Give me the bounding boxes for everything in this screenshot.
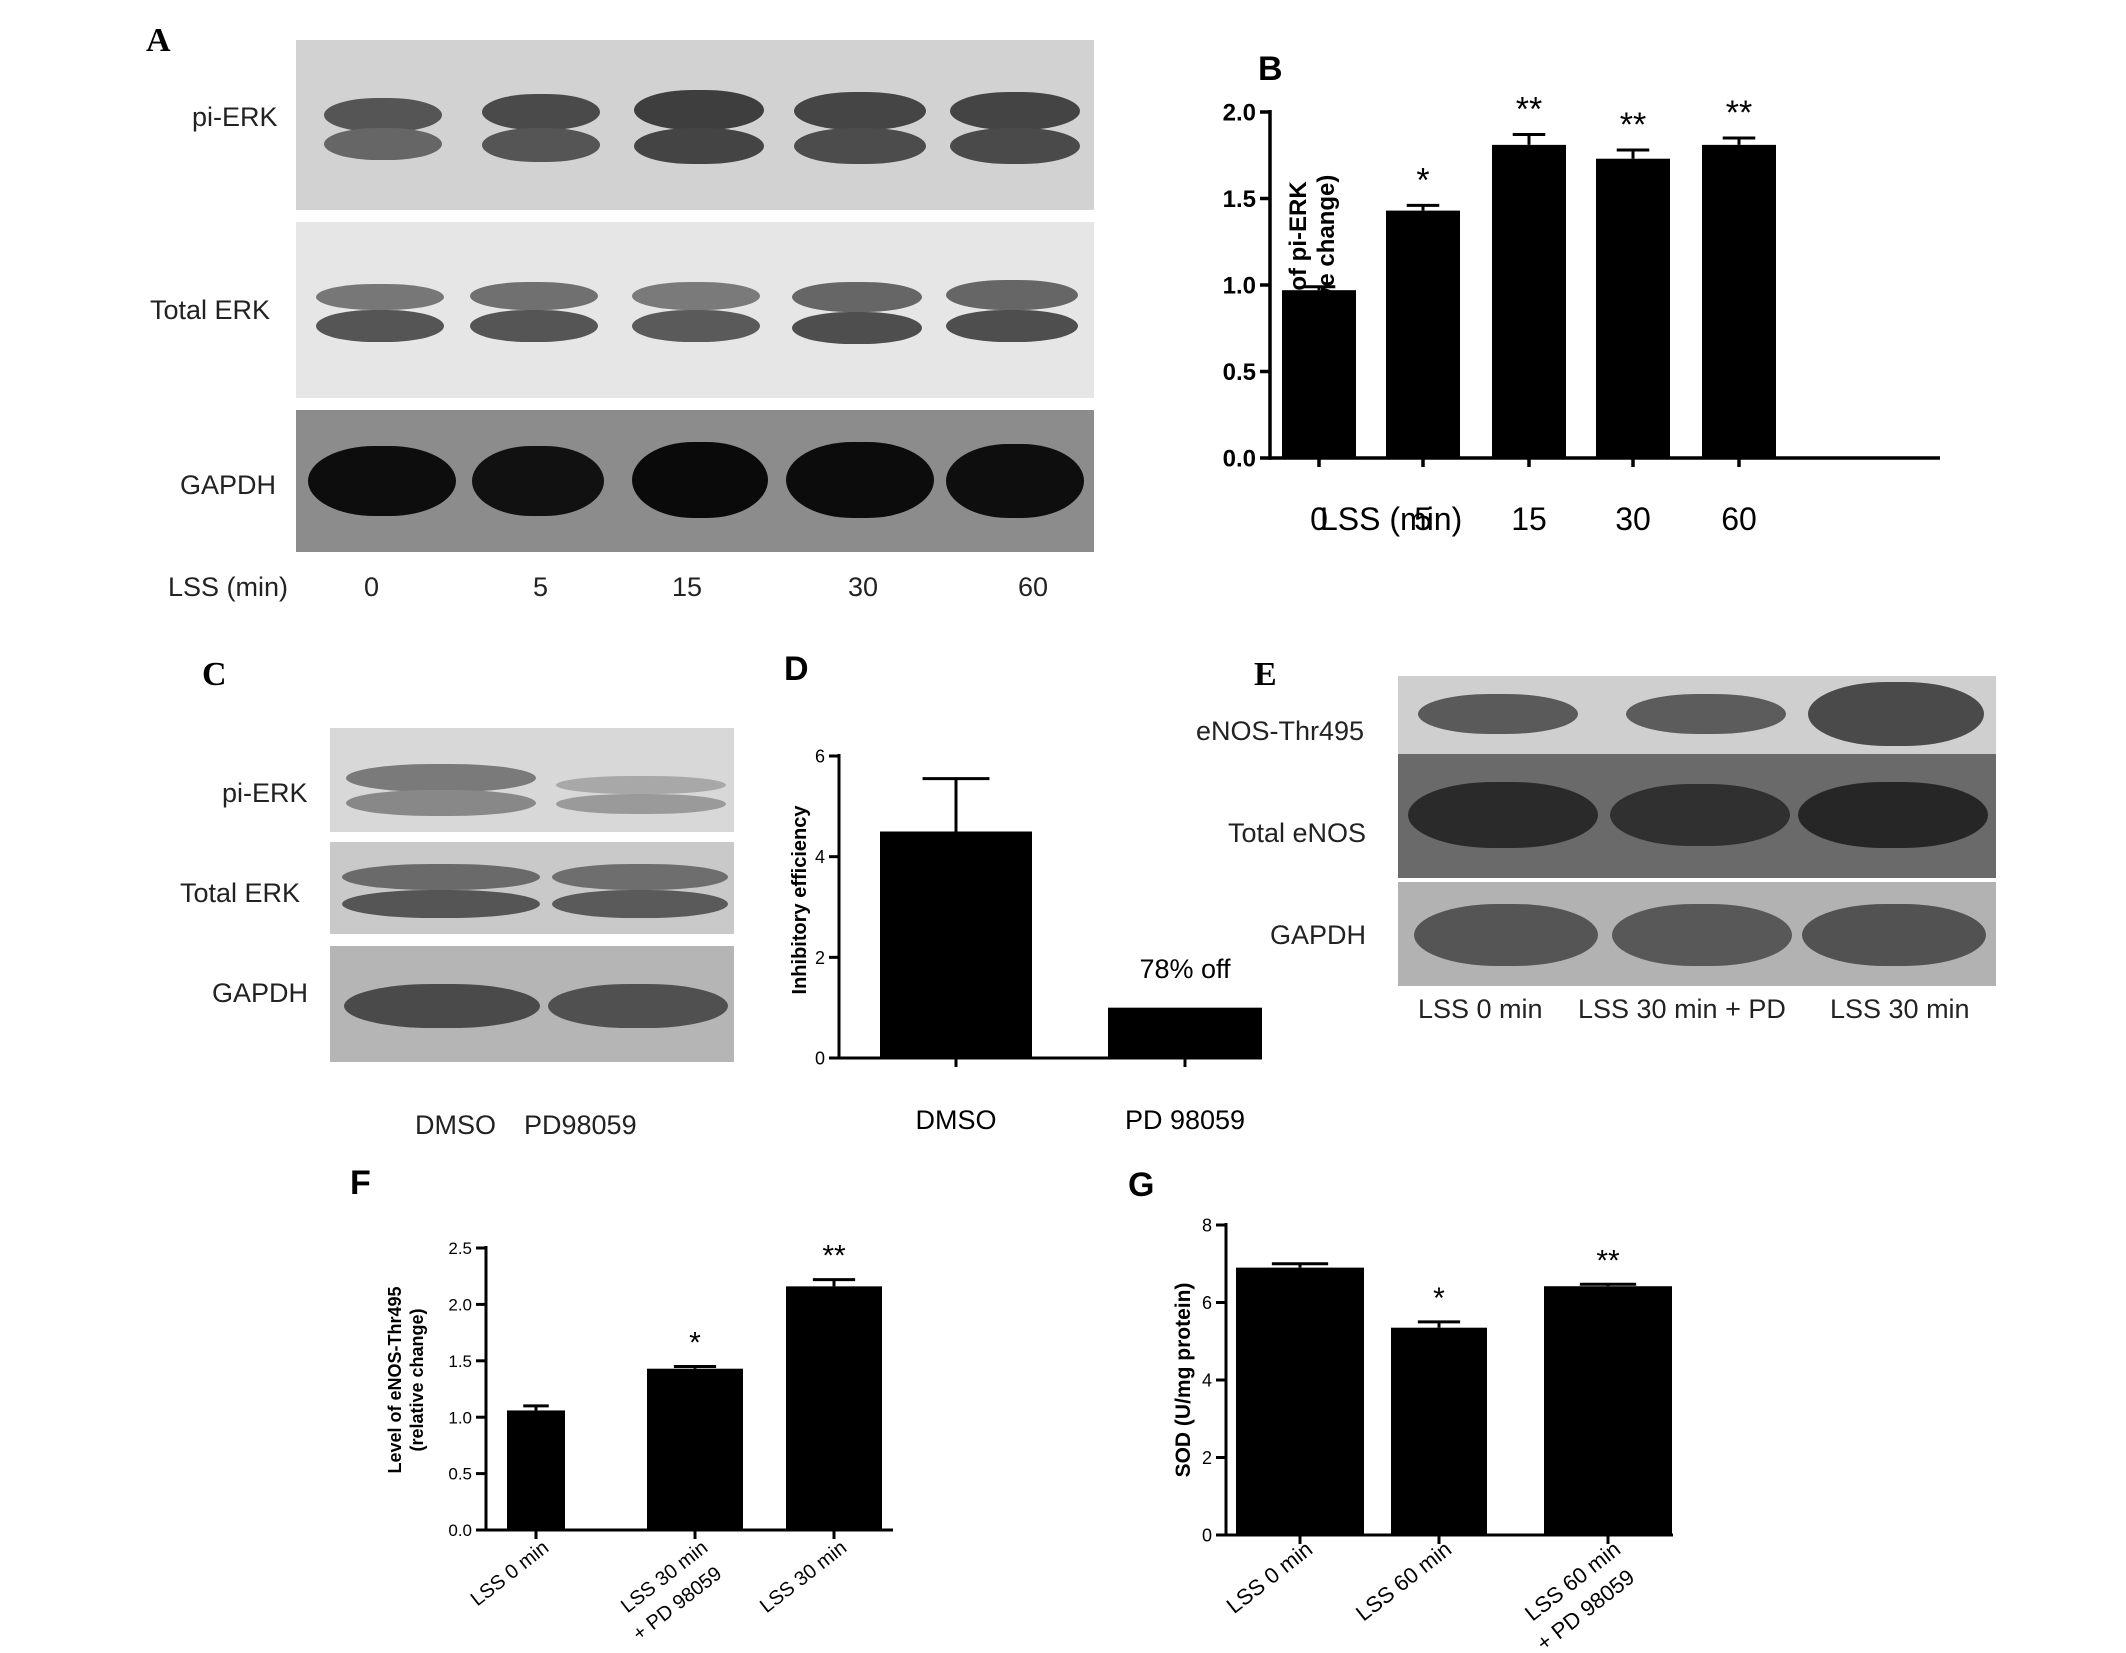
blot-c-lane-label: PD98059 (524, 1110, 637, 1140)
significance-marker: * (689, 1326, 701, 1359)
significance-marker: ** (822, 1240, 846, 1273)
x-category-label: LSS 60 min (1351, 1536, 1456, 1626)
bar (1236, 1267, 1364, 1535)
blot-row-label-total-enos: Total eNOS (1228, 818, 1367, 848)
blot-a-lane-label: 15 (672, 572, 703, 602)
panel-letter: F (350, 1164, 371, 1202)
blot-e-lane-label: LSS 30 min (1830, 994, 1970, 1024)
significance-marker: * (1433, 1282, 1445, 1315)
y-tick-label: 8 (1202, 1215, 1212, 1235)
bar (507, 1410, 565, 1530)
x-category-label: 30 (1615, 501, 1651, 537)
x-category-label: PD 98059 (1125, 1105, 1245, 1135)
bar (1492, 144, 1566, 458)
bar-annotation: 78% off (1139, 954, 1231, 984)
y-tick-label: 2.0 (1223, 100, 1256, 127)
bar (880, 831, 1032, 1058)
blot-row-label-gapdh: GAPDH (1270, 920, 1367, 950)
blot-strip-e-total-enos (1398, 754, 1996, 878)
bar (1596, 158, 1670, 458)
blot-c-lane-label: DMSO (415, 1110, 496, 1140)
x-category-label: 15 (1511, 501, 1547, 537)
bar (1108, 1007, 1262, 1058)
panel-letter: B (1258, 50, 1283, 88)
panel-letter-e: E (1254, 656, 1277, 693)
significance-marker: ** (1726, 94, 1752, 132)
blot-row-label-total-erk: Total ERK (180, 878, 301, 908)
y-tick-label: 1.0 (1223, 273, 1256, 300)
blot-row-label-gapdh: GAPDH (212, 978, 309, 1008)
panel-letter-c: C (202, 656, 227, 693)
y-axis-label: SOD (U/mg protein) (1172, 1283, 1195, 1478)
blot-a-lane-label: 0 (364, 572, 380, 602)
panel-letter: G (1128, 1166, 1154, 1204)
blot-strip-e-gapdh (1398, 882, 1996, 986)
blot-e-lane-label: LSS 0 min (1418, 994, 1543, 1024)
y-tick-label: 0.5 (1223, 359, 1256, 386)
y-tick-label: 1.5 (448, 1352, 472, 1371)
blot-strip-a-total-erk (296, 222, 1094, 398)
bar (1702, 144, 1776, 458)
x-category-label: 60 (1721, 501, 1757, 537)
y-tick-label: 1.0 (448, 1408, 472, 1427)
blot-row-label-pi-erk: pi-ERK (222, 778, 308, 808)
x-category-label: LSS 0 min (1222, 1536, 1317, 1618)
y-tick-label: 4 (815, 847, 825, 867)
significance-marker: ** (1620, 106, 1646, 144)
blot-strip-a-gapdh (296, 410, 1094, 552)
blot-row-label-enos-thr495: eNOS-Thr495 (1196, 716, 1365, 746)
y-tick-label: 0.5 (448, 1465, 472, 1484)
bar (1391, 1327, 1487, 1535)
blot-strip-a-pi-erk (296, 40, 1094, 210)
significance-marker: * (1416, 161, 1429, 199)
y-axis-label: (relative change) (407, 1308, 427, 1451)
y-tick-label: 0 (1202, 1525, 1212, 1545)
y-tick-label: 6 (815, 746, 825, 766)
blot-a-axis-label: LSS (min) (168, 572, 289, 602)
x-category-label: DMSO (916, 1105, 997, 1135)
blot-row-label-pi-erk: pi-ERK (192, 102, 278, 132)
x-category-label: 5 (1414, 501, 1432, 537)
blot-strip-e-enos-thr495 (1398, 676, 1996, 754)
blot-row-label-total-erk: Total ERK (150, 295, 271, 325)
y-tick-label: 2.5 (448, 1239, 472, 1258)
y-axis-label: Inhibitory efficiency (789, 805, 811, 995)
bar (1544, 1286, 1672, 1535)
y-axis-label: Level of eNOS-Thr495 (385, 1286, 405, 1473)
x-category-label: 0 (1310, 501, 1328, 537)
significance-marker: ** (1596, 1244, 1620, 1277)
y-tick-label: 6 (1202, 1293, 1212, 1313)
y-tick-label: 0 (815, 1048, 825, 1068)
y-tick-label: 0.0 (1223, 446, 1256, 473)
panel-letter-a: A (146, 22, 171, 59)
blot-a-lane-label: 60 (1018, 572, 1049, 602)
bar (1282, 290, 1356, 458)
significance-marker: ** (1516, 90, 1542, 128)
blot-strip-c-total-erk (330, 842, 734, 934)
panel-letter: D (784, 650, 809, 688)
blot-a-lane-label: 30 (848, 572, 879, 602)
x-axis-label: LSS (min) (1320, 501, 1462, 537)
blot-e-lane-label: LSS 30 min + PD (1578, 994, 1786, 1024)
bar (1386, 210, 1460, 458)
blot-row-label-gapdh: GAPDH (180, 470, 277, 500)
y-tick-label: 1.5 (1223, 186, 1256, 213)
blot-a-lane-label: 5 (533, 572, 549, 602)
y-tick-label: 2 (1202, 1448, 1212, 1468)
bar (647, 1368, 743, 1530)
blot-strip-c-pi-erk (330, 728, 734, 832)
y-tick-label: 2 (815, 948, 825, 968)
bar (786, 1286, 882, 1530)
y-tick-label: 0.0 (448, 1521, 472, 1540)
y-tick-label: 2.0 (448, 1296, 472, 1315)
blot-strip-c-gapdh (330, 946, 734, 1062)
y-tick-label: 4 (1202, 1370, 1212, 1390)
